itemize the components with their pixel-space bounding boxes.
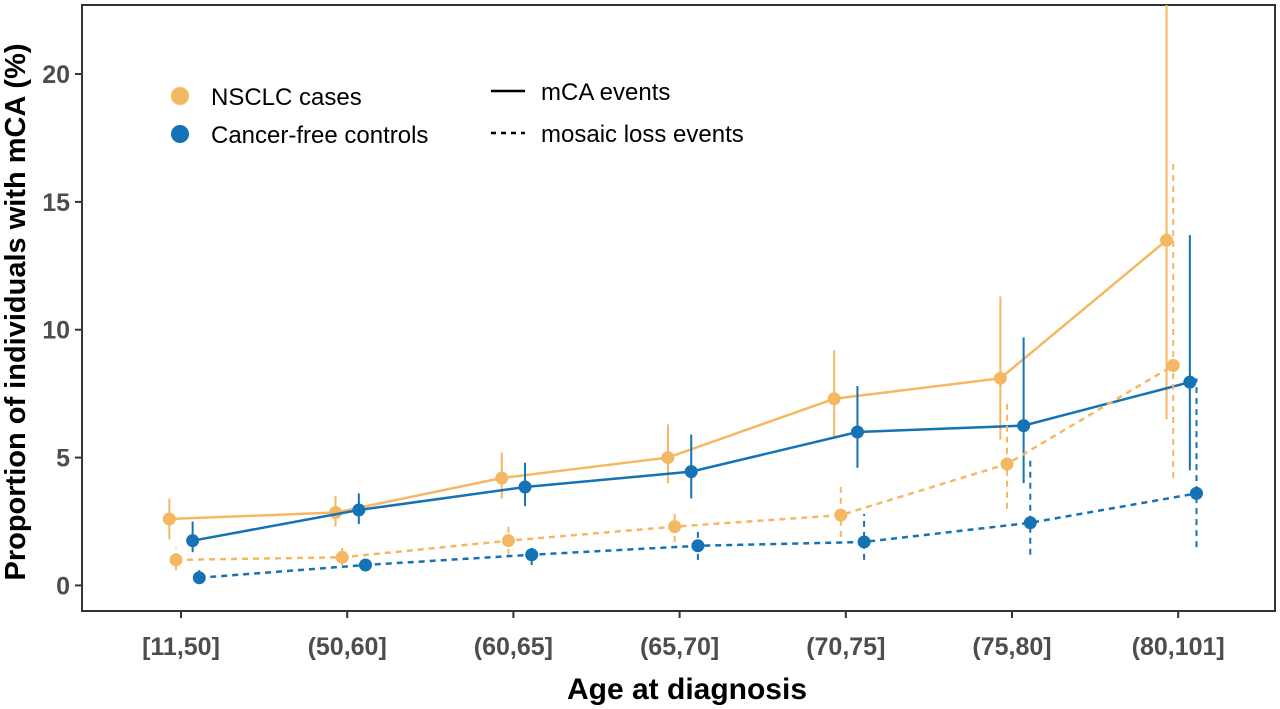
data-point — [1166, 359, 1180, 373]
data-point — [1183, 375, 1197, 389]
legend-label: Cancer-free controls — [211, 122, 428, 149]
plot-panel-border — [81, 4, 1276, 612]
data-point — [661, 451, 675, 465]
data-point — [1160, 233, 1174, 247]
y-tick-label: 0 — [56, 572, 70, 600]
x-tick-label: (75,80] — [972, 633, 1051, 661]
y-tick-label: 10 — [42, 317, 70, 345]
x-tick-label: (65,70] — [640, 633, 719, 661]
data-point — [169, 553, 183, 567]
y-tick-label: 5 — [56, 445, 70, 473]
data-point — [192, 571, 206, 585]
data-point — [850, 425, 864, 439]
data-point — [162, 512, 176, 526]
series-3 — [192, 378, 1203, 585]
x-tick-label: (60,65] — [474, 633, 553, 661]
data-point — [1023, 516, 1037, 530]
data-point — [993, 371, 1007, 385]
legend-key-point — [171, 125, 189, 143]
data-point — [352, 503, 366, 517]
data-point — [358, 558, 372, 572]
data-point — [518, 480, 532, 494]
data-point — [1017, 419, 1031, 433]
data-point — [525, 548, 539, 562]
x-tick-label: [11,50] — [142, 633, 220, 661]
series-2 — [169, 163, 1180, 571]
y-tick-label: 15 — [42, 189, 70, 217]
data-point — [691, 539, 705, 553]
x-tick-label: (50,60] — [308, 633, 387, 661]
x-axis-title: Age at diagnosis — [567, 673, 807, 706]
legend-key-point — [171, 87, 189, 105]
x-tick-label: (70,75] — [806, 633, 885, 661]
data-point — [335, 550, 349, 564]
data-point — [684, 465, 698, 479]
data-point — [495, 471, 509, 485]
data-point — [186, 534, 200, 548]
legend-label: NSCLC cases — [211, 84, 362, 111]
data-point — [857, 535, 871, 549]
y-tick-label: 20 — [42, 61, 70, 89]
y-axis-title: Proportion of individuals with mCA (%) — [0, 43, 32, 580]
x-tick-label: (80,101] — [1132, 633, 1225, 661]
data-point — [668, 520, 682, 534]
series-1 — [186, 235, 1197, 553]
legend-label: mCA events — [541, 79, 670, 106]
data-point — [1189, 486, 1203, 500]
data-point — [834, 508, 848, 522]
data-point — [1000, 457, 1014, 471]
data-point — [501, 534, 515, 548]
series-0 — [162, 5, 1174, 540]
legend-label: mosaic loss events — [541, 121, 744, 148]
data-point — [827, 392, 841, 406]
